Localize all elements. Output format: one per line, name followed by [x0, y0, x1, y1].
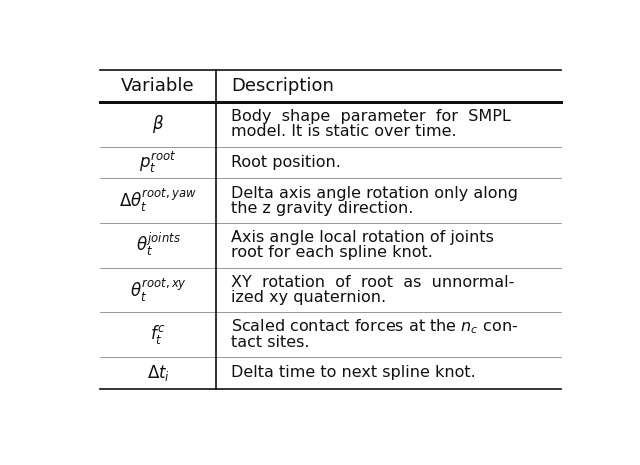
Text: root for each spline knot.: root for each spline knot. — [231, 246, 433, 260]
Text: $\beta$: $\beta$ — [152, 113, 164, 135]
Text: $\theta_t^{\mathit{joints}}$: $\theta_t^{\mathit{joints}}$ — [136, 231, 180, 259]
Text: $f_t^{\mathit{c}}$: $f_t^{\mathit{c}}$ — [150, 323, 166, 346]
Text: Delta axis angle rotation only along: Delta axis angle rotation only along — [231, 186, 518, 201]
Text: Body  shape  parameter  for  SMPL: Body shape parameter for SMPL — [231, 109, 511, 124]
Text: $\Delta\theta_t^{\mathit{root,yaw}}$: $\Delta\theta_t^{\mathit{root,yaw}}$ — [119, 187, 197, 214]
Text: ized xy quaternion.: ized xy quaternion. — [231, 290, 387, 305]
Text: XY  rotation  of  root  as  unnormal-: XY rotation of root as unnormal- — [231, 275, 515, 290]
Text: Delta time to next spline knot.: Delta time to next spline knot. — [231, 365, 476, 380]
Text: model. It is static over time.: model. It is static over time. — [231, 124, 457, 140]
Text: the z gravity direction.: the z gravity direction. — [231, 201, 413, 216]
Text: Axis angle local rotation of joints: Axis angle local rotation of joints — [231, 230, 494, 246]
Text: Scaled contact forces at the $n_c$ con-: Scaled contact forces at the $n_c$ con- — [231, 318, 518, 337]
Text: tact sites.: tact sites. — [231, 335, 310, 350]
Text: $\Delta t_i$: $\Delta t_i$ — [147, 363, 170, 383]
Text: Description: Description — [231, 77, 334, 95]
Text: Root position.: Root position. — [231, 155, 341, 170]
Text: $p_t^{\mathit{root}}$: $p_t^{\mathit{root}}$ — [140, 150, 177, 175]
Text: Variable: Variable — [122, 77, 195, 95]
Text: $\theta_t^{\mathit{root,xy}}$: $\theta_t^{\mathit{root,xy}}$ — [130, 277, 187, 304]
